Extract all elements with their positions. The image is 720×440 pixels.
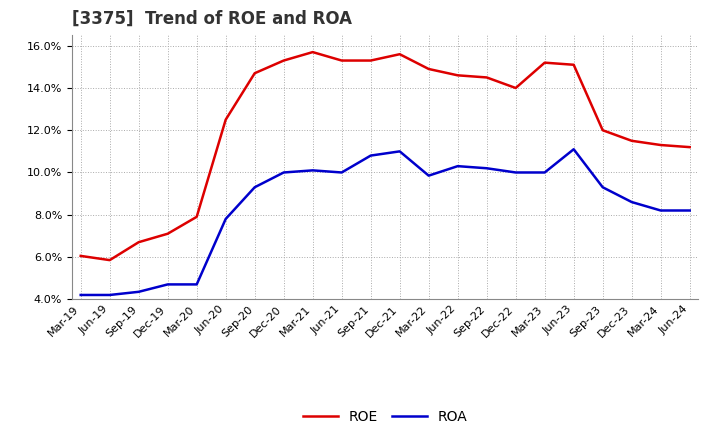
ROA — [685, 208, 694, 213]
ROA — [251, 185, 259, 190]
ROA — [424, 173, 433, 178]
ROE — [308, 49, 317, 55]
ROA — [135, 289, 143, 294]
Text: [3375]  Trend of ROE and ROA: [3375] Trend of ROE and ROA — [72, 10, 352, 28]
ROA — [221, 216, 230, 222]
ROE — [570, 62, 578, 67]
ROE — [192, 214, 201, 220]
ROE — [627, 138, 636, 143]
ROA — [598, 185, 607, 190]
ROE — [105, 257, 114, 263]
ROE — [598, 128, 607, 133]
ROE — [511, 85, 520, 91]
ROE — [657, 143, 665, 148]
ROE — [76, 253, 85, 259]
ROE — [482, 75, 491, 80]
ROA — [627, 199, 636, 205]
Legend: ROE, ROA: ROE, ROA — [297, 404, 473, 429]
ROE — [163, 231, 172, 236]
ROE — [424, 66, 433, 72]
ROA — [338, 170, 346, 175]
Line: ROE: ROE — [81, 52, 690, 260]
ROA — [541, 170, 549, 175]
ROE — [454, 73, 462, 78]
ROA — [308, 168, 317, 173]
ROA — [511, 170, 520, 175]
ROE — [395, 51, 404, 57]
ROE — [338, 58, 346, 63]
ROE — [366, 58, 375, 63]
ROA — [482, 165, 491, 171]
ROE — [685, 144, 694, 150]
ROA — [192, 282, 201, 287]
ROA — [279, 170, 288, 175]
ROA — [105, 292, 114, 297]
Line: ROA: ROA — [81, 149, 690, 295]
ROA — [657, 208, 665, 213]
ROA — [366, 153, 375, 158]
ROE — [135, 239, 143, 245]
ROE — [279, 58, 288, 63]
ROA — [395, 149, 404, 154]
ROA — [570, 147, 578, 152]
ROE — [251, 70, 259, 76]
ROA — [454, 164, 462, 169]
ROE — [541, 60, 549, 65]
ROA — [76, 292, 85, 297]
ROE — [221, 117, 230, 122]
ROA — [163, 282, 172, 287]
